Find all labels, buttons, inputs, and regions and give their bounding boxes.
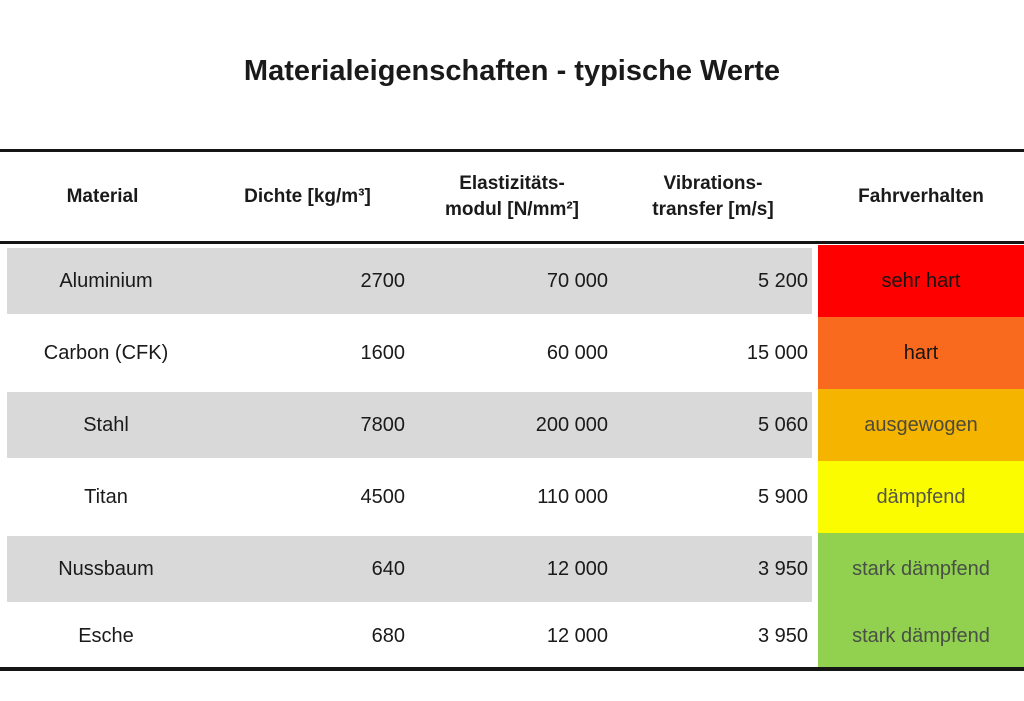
vibrationstransfer-cell: 3 950 xyxy=(757,625,808,647)
column-header-dichte: Dichte [kg/m³] xyxy=(244,185,371,207)
dichte-cell: 640 xyxy=(371,557,405,580)
column-header-elastizitaetsmodul: Elastizitäts- modul [N/mm²] xyxy=(410,171,614,223)
table-row: Nussbaum 640 12 000 3 950 stark dämpfend xyxy=(0,533,1024,605)
material-cell: Aluminium xyxy=(59,269,153,292)
table-top-rule xyxy=(0,149,1024,152)
fahrverhalten-cell: stark dämpfend xyxy=(818,605,1024,668)
column-header-vibrationstransfer-line1: Vibrations- xyxy=(663,172,763,194)
dichte-cell: 680 xyxy=(371,625,405,647)
vibrationstransfer-cell: 15 000 xyxy=(746,341,808,364)
table-row: Titan 4500 110 000 5 900 dämpfend xyxy=(0,461,1024,533)
fahrverhalten-cell: hart xyxy=(818,317,1024,389)
column-header-elastizitaetsmodul-line2: modul [N/mm²] xyxy=(444,198,580,220)
column-header-vibrationstransfer: Vibrations- transfer [m/s] xyxy=(614,171,812,223)
elastizitaetsmodul-cell: 110 000 xyxy=(537,485,608,508)
table-row-main: Carbon (CFK) 1600 60 000 15 000 xyxy=(7,320,812,386)
vibrationstransfer-cell: 5 200 xyxy=(757,269,808,292)
column-header-elastizitaetsmodul-line1: Elastizitäts- xyxy=(459,172,565,194)
material-cell: Stahl xyxy=(83,413,129,436)
vibrationstransfer-cell: 5 060 xyxy=(757,413,808,436)
elastizitaetsmodul-cell: 200 000 xyxy=(535,413,608,436)
elastizitaetsmodul-cell: 12 000 xyxy=(546,557,608,580)
fahrverhalten-cell: sehr hart xyxy=(818,245,1024,317)
table-row: Aluminium 2700 70 000 5 200 sehr hart xyxy=(0,245,1024,317)
fahrverhalten-cell: dämpfend xyxy=(818,461,1024,533)
vibrationstransfer-cell: 5 900 xyxy=(757,485,808,508)
elastizitaetsmodul-cell: 70 000 xyxy=(546,269,608,292)
table-body: Aluminium 2700 70 000 5 200 sehr hart Ca… xyxy=(0,245,1024,668)
material-cell: Esche xyxy=(78,625,134,647)
table-row-main: Aluminium 2700 70 000 5 200 xyxy=(7,248,812,314)
table-row: Carbon (CFK) 1600 60 000 15 000 hart xyxy=(0,317,1024,389)
column-header-fahrverhalten: Fahrverhalten xyxy=(858,185,984,207)
elastizitaetsmodul-cell: 60 000 xyxy=(546,341,608,364)
column-header-material: Material xyxy=(66,185,139,207)
fahrverhalten-cell: ausgewogen xyxy=(818,389,1024,461)
material-cell: Nussbaum xyxy=(58,557,154,580)
table-row-main: Nussbaum 640 12 000 3 950 xyxy=(7,536,812,602)
table-row-main: Esche 680 12 000 3 950 xyxy=(7,608,812,665)
page-title: Materialeigenschaften - typische Werte xyxy=(243,55,781,87)
table-row-main: Titan 4500 110 000 5 900 xyxy=(7,464,812,530)
table-bottom-rule xyxy=(0,667,1024,671)
vibrationstransfer-cell: 3 950 xyxy=(757,557,808,580)
table-header-row: Material Dichte [kg/m³] Elastizitäts- mo… xyxy=(0,152,1024,241)
dichte-cell: 4500 xyxy=(360,485,406,508)
material-cell: Carbon (CFK) xyxy=(43,341,169,364)
table-row: Stahl 7800 200 000 5 060 ausgewogen xyxy=(0,389,1024,461)
dichte-cell: 7800 xyxy=(360,413,406,436)
fahrverhalten-cell: stark dämpfend xyxy=(818,533,1024,605)
material-cell: Titan xyxy=(84,485,128,508)
header-divider-rule xyxy=(0,241,1024,244)
dichte-cell: 2700 xyxy=(360,269,406,292)
dichte-cell: 1600 xyxy=(360,341,406,364)
elastizitaetsmodul-cell: 12 000 xyxy=(546,625,608,647)
table-row: Esche 680 12 000 3 950 stark dämpfend xyxy=(0,605,1024,668)
table-row-main: Stahl 7800 200 000 5 060 xyxy=(7,392,812,458)
column-header-vibrationstransfer-line2: transfer [m/s] xyxy=(652,198,774,220)
